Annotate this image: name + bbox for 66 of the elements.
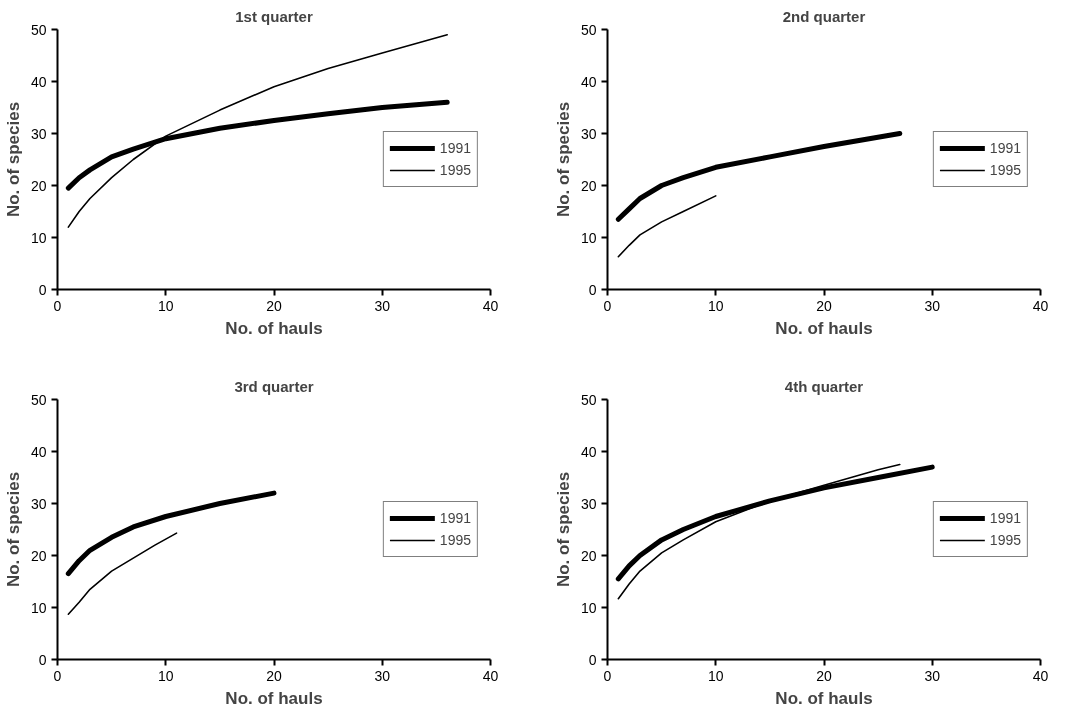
legend-label: 1991 [439,510,471,526]
legend-label: 1995 [439,162,471,178]
x-tick-label: 10 [707,667,724,684]
x-tick-label: 10 [707,297,724,314]
y-tick-label: 50 [30,391,47,408]
y-tick-label: 30 [580,125,597,142]
y-tick-label: 0 [588,281,597,298]
x-axis-title: No. of hauls [225,688,323,708]
y-tick-label: 40 [30,73,47,90]
chart-title: 1st quarter [235,7,313,25]
y-tick-label: 10 [580,229,597,246]
y-tick-label: 0 [38,651,47,668]
y-axis-title: No. of species [553,101,573,218]
x-tick-label: 0 [603,297,612,314]
y-tick-label: 30 [30,495,47,512]
x-tick-label: 40 [482,297,499,314]
y-tick-label: 20 [580,177,597,194]
x-tick-label: 20 [266,297,282,314]
legend-label: 1995 [989,162,1021,178]
y-tick-label: 50 [580,21,597,38]
line-series [617,195,717,258]
y-tick-label: 20 [30,547,47,564]
y-tick-label: 10 [30,229,47,246]
x-tick-label: 40 [1032,667,1049,684]
x-tick-label: 30 [374,297,391,314]
x-axis-title: No. of hauls [775,318,873,338]
y-tick-label: 20 [580,547,597,564]
chart-title: 4th quarter [784,377,864,395]
legend-label: 1995 [989,532,1021,548]
y-axis-title: No. of species [3,101,23,218]
x-tick-label: 10 [157,297,174,314]
y-tick-label: 40 [30,443,47,460]
x-tick-label: 40 [482,667,499,684]
line-series [67,532,178,616]
y-tick-label: 0 [588,651,597,668]
y-tick-label: 50 [580,391,597,408]
x-tick-label: 20 [266,667,282,684]
y-tick-label: 0 [38,281,47,298]
y-tick-label: 30 [30,125,47,142]
y-tick-label: 10 [580,599,597,616]
legend-label: 1991 [989,140,1021,156]
legend-label: 1991 [989,510,1021,526]
y-tick-label: 50 [30,21,47,38]
x-tick-label: 20 [816,297,832,314]
y-axis-title: No. of species [3,471,23,588]
x-tick-label: 0 [53,297,62,314]
y-tick-label: 10 [30,599,47,616]
x-tick-label: 0 [53,667,62,684]
y-tick-label: 40 [580,73,597,90]
y-tick-label: 30 [580,495,597,512]
legend-label: 1995 [439,532,471,548]
x-tick-label: 40 [1032,297,1049,314]
y-tick-label: 40 [580,443,597,460]
x-axis-title: No. of hauls [225,318,323,338]
x-tick-label: 10 [157,667,174,684]
x-tick-label: 0 [603,667,612,684]
y-axis-title: No. of species [553,471,573,588]
x-tick-label: 20 [816,667,832,684]
x-tick-label: 30 [924,667,941,684]
legend-label: 1991 [439,140,471,156]
chart-title: 2nd quarter [782,7,866,25]
chart-title: 3rd quarter [234,377,314,395]
x-axis-title: No. of hauls [775,688,873,708]
x-tick-label: 30 [924,297,941,314]
x-tick-label: 30 [374,667,391,684]
y-tick-label: 20 [30,177,47,194]
